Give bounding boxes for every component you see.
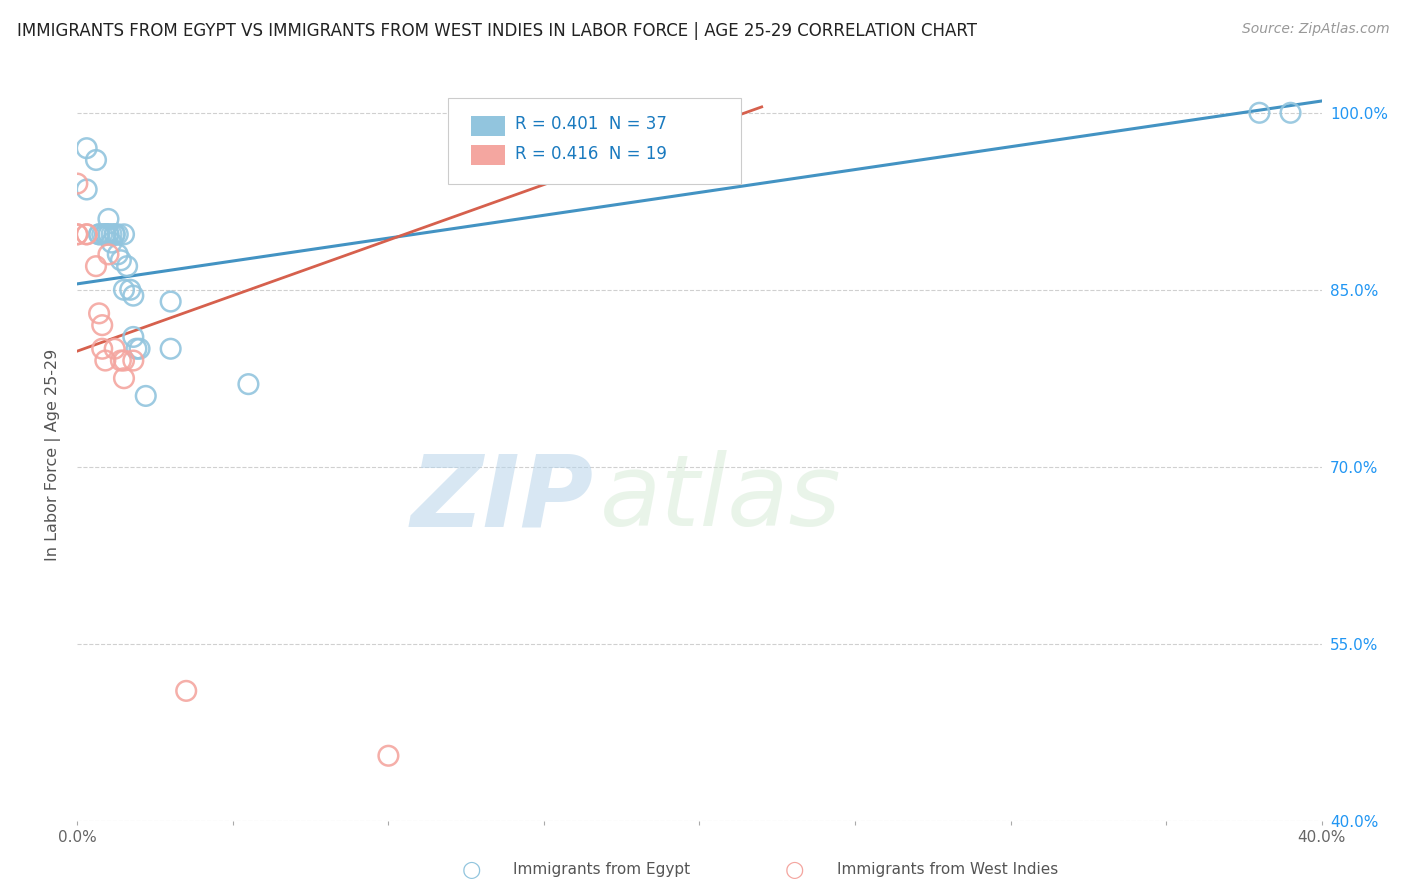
Text: R = 0.401  N = 37: R = 0.401 N = 37 xyxy=(516,115,668,133)
Point xyxy=(91,318,114,333)
Text: Immigrants from Egypt: Immigrants from Egypt xyxy=(513,863,690,877)
Point xyxy=(66,177,89,191)
Point xyxy=(94,227,117,242)
Point xyxy=(112,283,135,297)
Point xyxy=(87,227,110,242)
Point xyxy=(112,371,135,385)
Point xyxy=(502,105,524,120)
Point xyxy=(84,259,107,273)
Bar xyxy=(471,145,505,165)
Point xyxy=(100,227,122,242)
Point xyxy=(238,377,260,392)
Text: ZIP: ZIP xyxy=(411,450,593,548)
Point xyxy=(104,227,127,242)
Point xyxy=(502,105,524,120)
Point xyxy=(84,153,107,167)
Point xyxy=(66,227,89,242)
Point xyxy=(125,342,148,356)
Text: ○: ○ xyxy=(461,860,481,880)
Y-axis label: In Labor Force | Age 25-29: In Labor Force | Age 25-29 xyxy=(45,349,62,561)
Point xyxy=(689,105,711,120)
Point xyxy=(76,227,98,242)
Text: Source: ZipAtlas.com: Source: ZipAtlas.com xyxy=(1241,22,1389,37)
Text: Immigrants from West Indies: Immigrants from West Indies xyxy=(837,863,1057,877)
Point xyxy=(720,118,742,132)
Point xyxy=(94,227,117,242)
Point xyxy=(122,330,145,344)
Point xyxy=(122,288,145,302)
Point xyxy=(110,253,132,268)
Point xyxy=(122,353,145,368)
Point xyxy=(97,211,120,226)
Text: IMMIGRANTS FROM EGYPT VS IMMIGRANTS FROM WEST INDIES IN LABOR FORCE | AGE 25-29 : IMMIGRANTS FROM EGYPT VS IMMIGRANTS FROM… xyxy=(17,22,977,40)
Point xyxy=(112,227,135,242)
Point xyxy=(128,342,150,356)
Point xyxy=(104,227,127,242)
Point xyxy=(100,235,122,250)
Point xyxy=(110,353,132,368)
FancyBboxPatch shape xyxy=(449,98,741,185)
Point xyxy=(104,342,127,356)
Point xyxy=(1279,105,1302,120)
Point xyxy=(115,259,138,273)
Point xyxy=(94,227,117,242)
Point xyxy=(66,227,89,242)
Text: atlas: atlas xyxy=(600,450,842,548)
Point xyxy=(533,105,555,120)
Point xyxy=(174,684,197,698)
Point xyxy=(97,227,120,242)
Point xyxy=(97,227,120,242)
Point xyxy=(91,227,114,242)
Text: ○: ○ xyxy=(785,860,804,880)
Bar xyxy=(471,116,505,136)
Point xyxy=(76,141,98,155)
Point xyxy=(1249,105,1271,120)
Point xyxy=(87,227,110,242)
Point xyxy=(159,294,181,309)
Point xyxy=(97,247,120,261)
Point xyxy=(159,342,181,356)
Text: R = 0.416  N = 19: R = 0.416 N = 19 xyxy=(516,145,668,162)
Point xyxy=(377,748,399,763)
Point xyxy=(76,182,98,196)
Point xyxy=(107,227,129,242)
Point xyxy=(94,353,117,368)
Point xyxy=(120,283,142,297)
Point xyxy=(112,353,135,368)
Point xyxy=(135,389,157,403)
Point xyxy=(107,247,129,261)
Point xyxy=(76,227,98,242)
Point xyxy=(91,342,114,356)
Point xyxy=(87,306,110,320)
